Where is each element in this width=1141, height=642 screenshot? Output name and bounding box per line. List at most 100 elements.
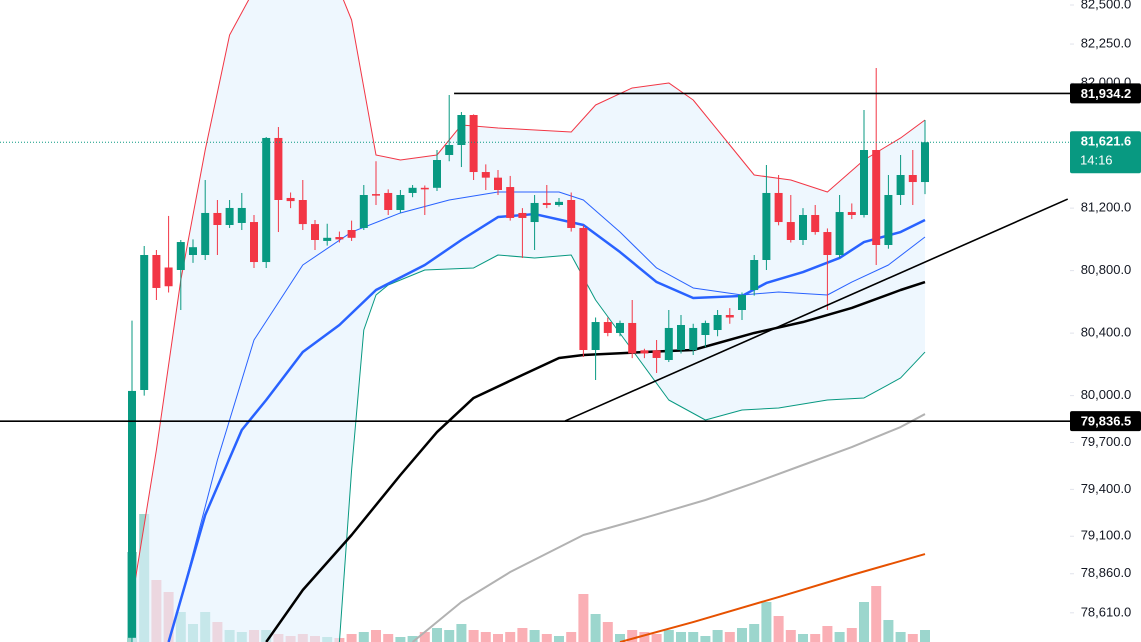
candle-body — [286, 197, 295, 202]
candle-body — [640, 350, 649, 354]
candle-body — [579, 227, 588, 350]
price-label: 81,934.2 — [1081, 86, 1132, 101]
candle-body — [494, 177, 502, 190]
volume-bar — [663, 630, 674, 642]
candle-body — [481, 172, 490, 178]
volume-bar — [432, 628, 442, 642]
volume-bar — [700, 636, 711, 642]
volume-bar — [639, 632, 650, 642]
price-label: 79,836.5 — [1081, 414, 1132, 429]
candle-body — [408, 187, 417, 193]
y-tick-label: 80,400.0 — [1081, 325, 1132, 340]
candle-body — [750, 260, 759, 290]
candle-body — [164, 267, 173, 287]
candle-body — [811, 215, 820, 233]
candle-body — [628, 322, 637, 354]
volume-bar — [468, 630, 479, 642]
volume-bar — [712, 630, 723, 642]
volume-bar — [907, 634, 918, 642]
candle-body — [738, 295, 746, 310]
volume-bar — [480, 632, 491, 642]
candle-body — [140, 255, 149, 390]
candle-body — [603, 322, 612, 333]
candle-body — [274, 137, 283, 200]
volume-bar — [505, 632, 516, 642]
volume-bar — [676, 632, 686, 642]
volume-bar — [846, 628, 857, 642]
volume-bar — [493, 634, 503, 642]
candle-body — [201, 212, 210, 255]
candle-body — [469, 115, 478, 173]
candle-body — [530, 202, 539, 223]
price-label-box — [1070, 411, 1141, 432]
volume-bar — [688, 632, 699, 642]
y-tick-label: 78,860.0 — [1081, 565, 1132, 580]
candle-body — [689, 327, 698, 350]
candle-body — [189, 247, 197, 255]
candle-body — [335, 237, 344, 240]
candle-body — [384, 192, 393, 210]
last-price-box — [1070, 131, 1141, 174]
candle-body — [591, 322, 600, 350]
volume-bar — [810, 634, 821, 642]
candle-body — [176, 242, 185, 270]
volume-bar — [651, 634, 662, 642]
candle-body — [433, 160, 441, 188]
volume-bar — [541, 634, 552, 642]
indicator-line — [265, 280, 926, 642]
candle-body — [872, 150, 881, 245]
y-tick-label: 80,800.0 — [1081, 262, 1132, 277]
candle-body — [420, 187, 429, 190]
candle-body — [823, 232, 832, 255]
candle-body — [323, 237, 332, 241]
candle-body — [677, 325, 685, 350]
candle-body — [359, 195, 368, 228]
candle-body — [725, 315, 734, 318]
volume-bar — [737, 628, 747, 642]
price-axis: 82,500.082,250.082,000.081,200.080,800.0… — [1070, 0, 1141, 619]
candle-body — [664, 327, 673, 360]
trend-line — [564, 198, 1069, 422]
candle-body — [372, 194, 380, 196]
volume-bar — [554, 636, 564, 642]
volume-bar — [883, 620, 894, 642]
volume-bar — [773, 616, 784, 642]
volume-bar — [615, 634, 625, 642]
volume-bar — [920, 630, 930, 642]
candle-body — [567, 200, 576, 228]
candle-body — [713, 315, 722, 330]
candle-body — [652, 350, 661, 358]
indicator-line — [619, 553, 926, 642]
candle-body — [396, 195, 405, 210]
volume-bar — [395, 637, 406, 642]
candle-body — [262, 137, 271, 263]
volume-bar — [895, 632, 906, 642]
volume-bar — [383, 634, 394, 642]
candle-body — [506, 187, 515, 218]
volume-bar — [444, 630, 455, 642]
volume-bar — [859, 602, 869, 642]
candle-body — [884, 195, 893, 245]
candle-body — [555, 201, 563, 205]
volume-bar — [871, 586, 882, 642]
candle-body — [128, 390, 136, 638]
plot-area — [0, 0, 1070, 642]
y-tick-label: 79,100.0 — [1081, 528, 1132, 543]
candle-body — [213, 212, 222, 225]
candle-body — [908, 175, 917, 183]
volume-bar — [371, 630, 381, 642]
volume-bar — [602, 622, 613, 642]
volume-bar — [407, 636, 418, 642]
volume-bar — [822, 626, 833, 642]
candle-body — [799, 215, 807, 240]
volume-bar — [785, 630, 796, 642]
volume-bar — [517, 628, 528, 642]
candle-body — [237, 207, 246, 223]
volume-bar — [566, 632, 577, 642]
volume-bar — [346, 634, 357, 642]
candle-body — [860, 150, 868, 215]
candle-body — [701, 322, 710, 335]
volume-bar — [419, 632, 430, 642]
volume-bar — [578, 594, 589, 642]
